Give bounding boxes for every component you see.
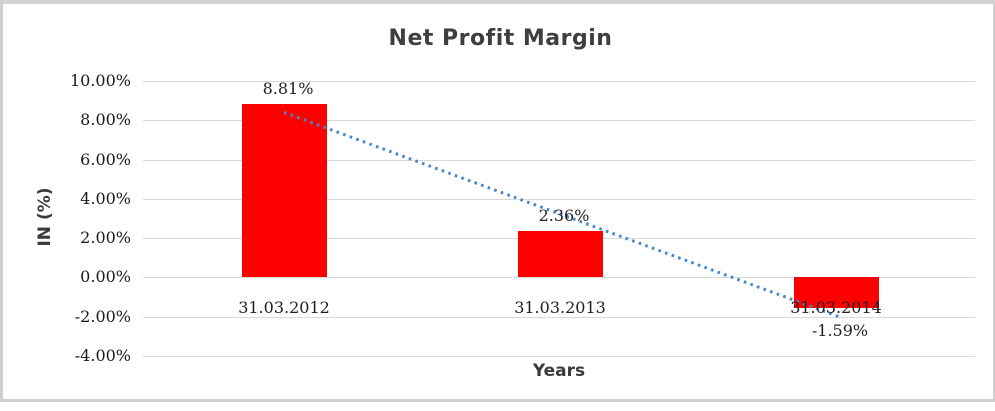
bar-31.03.2012	[242, 104, 327, 277]
x-axis-category-label: 31.03.2014	[790, 298, 882, 317]
y-axis-tick-label: 10.00%	[69, 71, 131, 90]
x-axis-category-label: 31.03.2013	[514, 298, 606, 317]
chart-title: Net Profit Margin	[388, 26, 613, 51]
x-axis-category-label: 31.03.2012	[238, 298, 330, 317]
y-axis-tick-label: 8.00%	[80, 110, 131, 129]
bar-31.03.2013	[518, 231, 603, 277]
y-axis-tick-label: 4.00%	[80, 189, 131, 208]
y-axis-tick-label: 2.00%	[80, 228, 131, 247]
gridline	[143, 317, 975, 318]
gridline	[143, 81, 975, 82]
y-axis-tick-label: -2.00%	[74, 307, 131, 326]
gridline	[143, 356, 975, 357]
bar-data-label: 8.81%	[262, 79, 314, 98]
chart-frame: Net Profit Margin IN (%) Years 10.00% 8.0…	[0, 0, 995, 402]
x-axis-title: Years	[532, 361, 586, 381]
bar-data-label: -1.59%	[811, 321, 869, 340]
bar-data-label: 2.36%	[538, 206, 590, 225]
y-axis-tick-label: -4.00%	[74, 346, 131, 365]
y-axis-tick-label: 6.00%	[80, 150, 131, 169]
y-axis-tick-label: 0.00%	[80, 267, 131, 286]
